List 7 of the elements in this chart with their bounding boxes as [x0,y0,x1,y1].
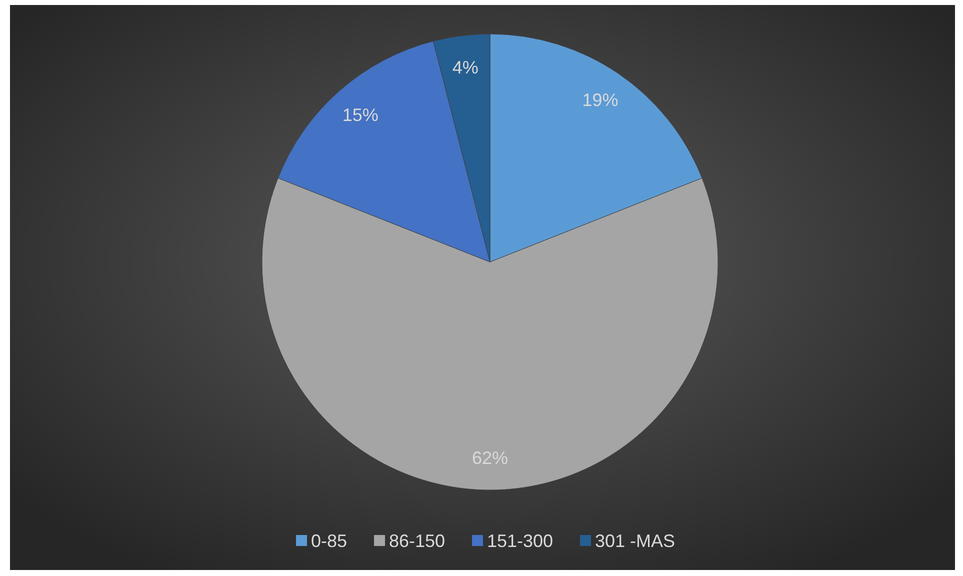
legend-label: 0-85 [311,531,348,551]
slice-label: 86-150 [389,531,446,551]
legend-label: 151-300 [487,531,554,551]
data-label: 4% [452,57,478,78]
legend-label: 301 -MAS [595,531,676,551]
data-label: 19% [582,90,618,110]
data-label: 15% [342,104,378,125]
